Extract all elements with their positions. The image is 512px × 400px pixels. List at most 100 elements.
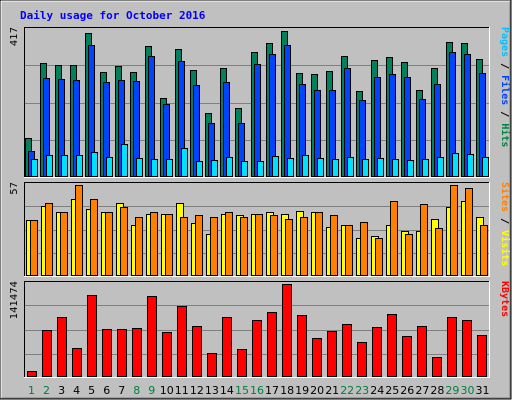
bar-sites-day-10	[165, 214, 173, 276]
series-label-top-3: /	[499, 105, 510, 123]
bar-pages-day-7	[121, 144, 128, 177]
bar-kbytes-day-26	[402, 336, 412, 377]
x-tick-day-28: 28	[430, 384, 444, 397]
series-label-top-1: /	[499, 57, 510, 75]
bar-kbytes-day-5	[87, 295, 97, 377]
series-labels-middle: Sites / Visits	[499, 182, 511, 266]
bar-kbytes-day-25	[387, 314, 397, 377]
bar-pages-day-21	[332, 159, 339, 177]
series-sites	[30, 185, 488, 276]
bar-sites-day-8	[135, 217, 143, 276]
bar-sites-day-14	[225, 212, 233, 276]
bar-sites-day-6	[105, 212, 113, 276]
bar-pages-day-4	[76, 155, 83, 177]
x-tick-day-22: 22	[340, 384, 354, 397]
x-tick-day-4: 4	[73, 384, 80, 397]
bar-kbytes-day-10	[162, 332, 172, 377]
x-tick-day-11: 11	[175, 384, 189, 397]
x-tick-day-3: 3	[58, 384, 65, 397]
bar-sites-day-24	[375, 238, 383, 276]
bar-kbytes-day-15	[237, 349, 247, 377]
bar-sites-day-4	[75, 185, 83, 276]
bar-pages-day-24	[377, 158, 384, 177]
bar-sites-day-7	[120, 207, 128, 276]
bar-kbytes-day-6	[102, 329, 112, 377]
bar-kbytes-day-21	[327, 331, 337, 377]
x-tick-day-29: 29	[445, 384, 459, 397]
x-tick-day-6: 6	[103, 384, 110, 397]
bar-pages-day-15	[241, 161, 248, 177]
x-tick-day-30: 30	[461, 384, 475, 397]
x-tick-day-19: 19	[295, 384, 309, 397]
bar-pages-day-25	[392, 159, 399, 177]
bar-sites-day-1	[30, 220, 38, 276]
bar-kbytes-day-29	[447, 317, 457, 377]
x-tick-day-15: 15	[235, 384, 249, 397]
bar-sites-day-26	[405, 234, 413, 276]
x-tick-day-21: 21	[325, 384, 339, 397]
x-tick-day-2: 2	[43, 384, 50, 397]
bar-sites-day-3	[60, 212, 68, 276]
bar-pages-day-16	[257, 161, 264, 177]
bar-kbytes-day-8	[132, 328, 142, 377]
bar-pages-day-19	[302, 155, 309, 177]
bar-kbytes-day-23	[357, 342, 367, 377]
bar-kbytes-day-2	[42, 330, 52, 377]
bar-pages-day-9	[151, 159, 158, 177]
bar-pages-day-8	[136, 158, 143, 177]
x-tick-day-20: 20	[310, 384, 324, 397]
x-tick-day-23: 23	[355, 384, 369, 397]
bar-pages-day-22	[347, 157, 354, 177]
bar-pages-day-28	[437, 157, 444, 177]
bar-kbytes-day-27	[417, 326, 427, 377]
bar-sites-day-27	[420, 204, 428, 276]
bar-files-day-18	[284, 45, 291, 177]
x-tick-day-14: 14	[220, 384, 234, 397]
bar-kbytes-day-22	[342, 324, 352, 377]
x-tick-day-24: 24	[370, 384, 384, 397]
bar-sites-day-2	[45, 203, 53, 276]
bar-kbytes-day-3	[57, 317, 67, 377]
bar-sites-day-28	[435, 228, 443, 276]
panel-bottom: 141474 KBytes	[9, 281, 510, 378]
bar-kbytes-day-18	[282, 284, 292, 377]
bar-sites-day-22	[345, 225, 353, 276]
bar-sites-day-21	[330, 215, 338, 276]
bar-kbytes-day-20	[312, 338, 322, 377]
x-tick-day-10: 10	[160, 384, 174, 397]
bar-kbytes-day-14	[222, 317, 232, 377]
bar-kbytes-day-31	[477, 335, 487, 377]
x-tick-day-5: 5	[88, 384, 95, 397]
x-tick-day-31: 31	[476, 384, 490, 397]
series-pages	[31, 144, 489, 177]
series-label-top-4: Hits	[499, 123, 511, 147]
series-label-middle-0: Sites	[499, 182, 511, 212]
x-tick-day-13: 13	[205, 384, 219, 397]
series-labels-bottom: KBytes	[499, 281, 510, 317]
bar-sites-day-13	[210, 217, 218, 276]
bar-kbytes-day-16	[252, 320, 262, 377]
bar-sites-day-20	[315, 212, 323, 276]
bar-pages-day-30	[467, 154, 474, 177]
x-tick-day-8: 8	[133, 384, 140, 397]
chart-title: Daily usage for October 2016	[20, 9, 206, 22]
bar-sites-day-29	[450, 185, 458, 276]
max-label-middle: 57	[9, 182, 20, 195]
max-label-top: 417	[9, 27, 20, 46]
x-tick-day-27: 27	[415, 384, 429, 397]
bar-kbytes-day-19	[297, 315, 307, 377]
bar-sites-day-9	[150, 212, 158, 276]
bar-pages-day-5	[91, 152, 98, 177]
bar-kbytes-day-28	[432, 357, 442, 377]
bar-pages-day-23	[362, 159, 369, 177]
bar-sites-day-15	[240, 217, 248, 276]
bar-pages-day-3	[61, 155, 68, 177]
bar-pages-day-31	[482, 157, 489, 177]
series-labels-top: Pages / Files / Hits	[499, 27, 511, 147]
bar-sites-day-16	[255, 214, 263, 276]
bar-kbytes-day-30	[462, 320, 472, 377]
bar-pages-day-27	[422, 159, 429, 177]
bar-kbytes-day-17	[267, 312, 277, 377]
series-label-middle-1: /	[499, 212, 510, 230]
